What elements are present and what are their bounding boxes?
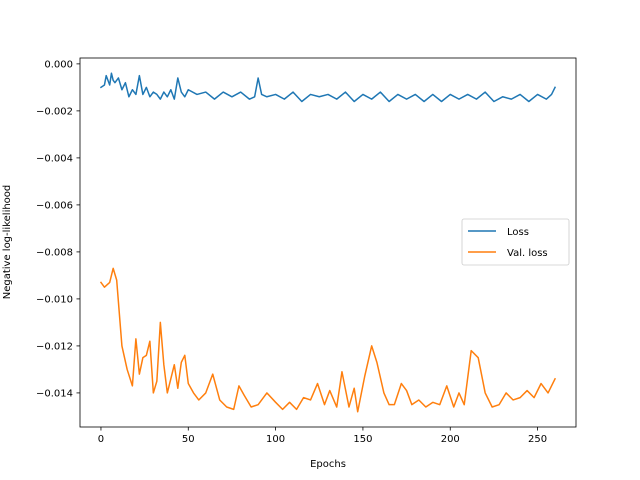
- y-axis-label: Negative log-likelihood: [2, 185, 13, 300]
- y-tick-label: −0.010: [36, 294, 73, 305]
- legend-label-val-loss: Val. loss: [507, 248, 548, 259]
- legend-label-loss: Loss: [507, 227, 529, 238]
- y-tick-label: −0.012: [36, 341, 73, 352]
- x-tick-label: 200: [441, 434, 460, 445]
- plot-frame: [79, 57, 577, 428]
- y-tick-label: 0.000: [44, 59, 73, 70]
- legend: Loss Val. loss: [461, 218, 570, 266]
- axes-layer: 0 50 100 150 200 250 0.000 −0.002 −0.004 −0.006 −0…: [36, 57, 577, 445]
- x-tick-label: 100: [266, 434, 285, 445]
- x-tick-label: 250: [528, 434, 547, 445]
- y-tick-label: −0.006: [36, 200, 73, 211]
- y-tick-label: −0.014: [36, 388, 73, 399]
- x-tick-label: 150: [353, 434, 372, 445]
- y-tick-label: −0.004: [36, 153, 73, 164]
- y-tick-label: −0.008: [36, 247, 73, 258]
- x-axis-label: Epochs: [310, 459, 346, 470]
- x-tick-label: 50: [182, 434, 195, 445]
- series-layer: [99, 72, 557, 413]
- x-tick-label: 0: [98, 434, 104, 445]
- series-line-loss: [99, 72, 557, 103]
- series-line-val-loss: [99, 267, 557, 413]
- y-tick-label: −0.002: [36, 106, 73, 117]
